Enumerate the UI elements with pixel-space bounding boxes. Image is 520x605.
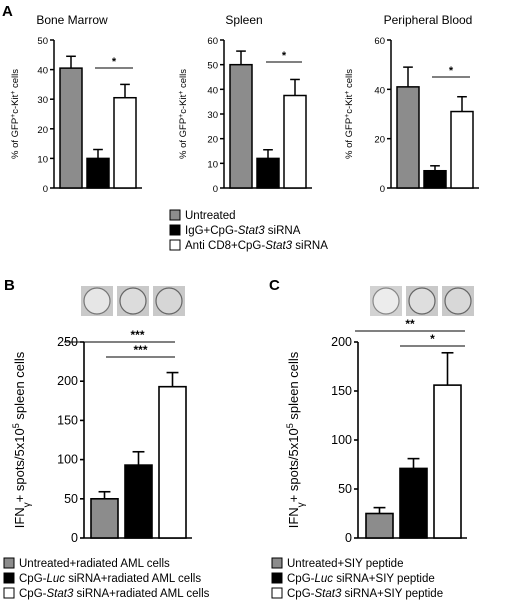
legend-swatch bbox=[3, 587, 15, 599]
y-tick-label: 10 bbox=[37, 154, 48, 165]
y-axis-label: IFNγ+ spots/5x105 spleen cells bbox=[11, 351, 33, 528]
chart-title-peripheral-blood: Peripheral Blood bbox=[384, 13, 473, 27]
significance-label: * bbox=[430, 332, 435, 346]
bar-1 bbox=[256, 157, 280, 189]
y-tick-label: 0 bbox=[213, 184, 218, 195]
bar-1 bbox=[399, 467, 428, 539]
y-tick-label: 30 bbox=[207, 110, 218, 121]
bar-2 bbox=[158, 385, 187, 539]
chart-c-4: 0 50 100 150 200 IFNγ+ spots/5x105 spleen cel… bbox=[285, 317, 467, 545]
panel-letter-a: A bbox=[2, 3, 13, 20]
bar-2 bbox=[433, 384, 462, 539]
legend-label: IgG+CpG-Stat3 siRNA bbox=[185, 225, 301, 237]
y-tick-label: 150 bbox=[57, 413, 78, 427]
panel-letter-c: C bbox=[269, 277, 280, 294]
legend-swatch bbox=[271, 557, 283, 569]
significance-label: ** bbox=[405, 317, 415, 331]
legend-label: CpG-Luc siRNA+radiated AML cells bbox=[19, 573, 201, 585]
legend-c: Untreated+SIY peptide CpG-Luc siRNA+SIY p… bbox=[271, 557, 443, 600]
bar-2 bbox=[113, 96, 137, 189]
significance-label: * bbox=[449, 65, 454, 77]
bar-0 bbox=[90, 497, 119, 539]
y-tick-label: 200 bbox=[331, 335, 352, 349]
elispot-wells-c bbox=[370, 286, 474, 316]
chart-title-spleen: Spleen bbox=[225, 13, 262, 27]
y-tick-label: 50 bbox=[37, 36, 48, 47]
significance-label: *** bbox=[133, 343, 147, 357]
y-tick-label: 60 bbox=[374, 36, 385, 47]
panel-letter-b: B bbox=[4, 277, 15, 294]
bar-1 bbox=[124, 464, 153, 539]
legend-a: Untreated IgG+CpG-Stat3 siRNA Anti CD8+CpG… bbox=[169, 209, 328, 252]
legend-b: Untreated+radiated AML cells CpG-Luc siRN… bbox=[3, 557, 210, 600]
y-tick-label: 100 bbox=[57, 453, 78, 467]
y-axis-label: % of GFP+c-Kit+ cells bbox=[344, 69, 356, 159]
y-tick-label: 40 bbox=[374, 85, 385, 96]
legend-label: Untreated+SIY peptide bbox=[287, 558, 403, 570]
y-tick-label: 20 bbox=[374, 135, 385, 146]
y-tick-label: 0 bbox=[71, 531, 78, 545]
legend-label: CpG-Luc siRNA+SIY peptide bbox=[287, 573, 435, 585]
bar-0 bbox=[59, 67, 83, 189]
y-tick-label: 200 bbox=[57, 374, 78, 388]
chart-a-0: 0 10 20 30 40 50 % of GFP+c-Kit+ cells * bbox=[10, 36, 142, 195]
y-tick-label: 50 bbox=[207, 61, 218, 72]
y-tick-label: 0 bbox=[380, 184, 385, 195]
significance-label: * bbox=[112, 56, 117, 68]
chart-a-1: 0 10 20 30 40 50 60 % of GFP+c-Kit+ cells * bbox=[178, 36, 312, 195]
y-tick-label: 30 bbox=[37, 95, 48, 106]
chart-title-bone-marrow: Bone Marrow bbox=[36, 13, 108, 27]
legend-label: CpG-Stat3 siRNA+radiated AML cells bbox=[19, 588, 210, 600]
significance-label: * bbox=[282, 50, 287, 62]
legend-label: Untreated+radiated AML cells bbox=[19, 558, 170, 570]
legend-label: CpG-Stat3 siRNA+SIY peptide bbox=[287, 588, 443, 600]
elispot-wells-b bbox=[81, 286, 185, 316]
legend-label: Untreated bbox=[185, 210, 236, 222]
y-tick-label: 20 bbox=[207, 135, 218, 146]
legend-swatch bbox=[169, 224, 181, 236]
y-tick-label: 0 bbox=[345, 531, 352, 545]
y-tick-label: 40 bbox=[207, 85, 218, 96]
chart-a-2: 0 20 40 60 % of GFP+c-Kit+ cells * bbox=[344, 36, 479, 195]
bar-2 bbox=[450, 110, 474, 189]
bar-0 bbox=[229, 63, 253, 189]
y-axis-label: % of GFP+c-Kit+ cells bbox=[10, 69, 22, 159]
y-tick-label: 150 bbox=[331, 384, 352, 398]
legend-swatch bbox=[271, 572, 283, 584]
bar-0 bbox=[365, 512, 394, 539]
y-tick-label: 100 bbox=[331, 433, 352, 447]
y-axis-label: % of GFP+c-Kit+ cells bbox=[178, 69, 190, 159]
bar-0 bbox=[396, 86, 420, 189]
y-tick-label: 50 bbox=[64, 492, 78, 506]
legend-swatch bbox=[169, 209, 181, 221]
y-tick-label: 0 bbox=[43, 184, 48, 195]
bar-1 bbox=[86, 157, 110, 189]
y-tick-label: 50 bbox=[338, 482, 352, 496]
bar-2 bbox=[283, 94, 307, 189]
bar-1 bbox=[423, 169, 447, 189]
legend-label: Anti CD8+CpG-Stat3 siRNA bbox=[185, 240, 328, 252]
legend-swatch bbox=[3, 557, 15, 569]
y-tick-label: 40 bbox=[37, 66, 48, 77]
y-tick-label: 60 bbox=[207, 36, 218, 47]
y-axis-label: IFNγ+ spots/5x105 spleen cells bbox=[285, 351, 307, 528]
y-tick-label: 10 bbox=[207, 159, 218, 170]
y-tick-label: 20 bbox=[37, 125, 48, 136]
legend-swatch bbox=[169, 239, 181, 251]
legend-swatch bbox=[3, 572, 15, 584]
significance-label: *** bbox=[130, 328, 144, 342]
legend-swatch bbox=[271, 587, 283, 599]
